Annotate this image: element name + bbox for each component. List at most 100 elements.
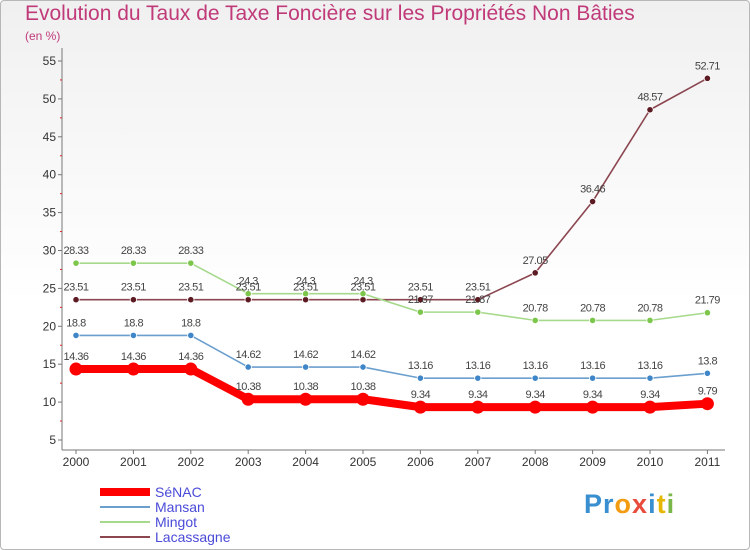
logo-letter: r	[603, 489, 615, 519]
data-point	[359, 363, 367, 371]
data-label: 13.16	[523, 360, 548, 372]
data-label: 24.3	[296, 276, 316, 288]
logo-letter: o	[614, 489, 633, 519]
y-tick-label: 30	[43, 244, 57, 258]
data-label: 21.87	[465, 294, 490, 306]
data-label: 21.79	[695, 295, 720, 307]
data-point	[643, 400, 657, 414]
data-point	[301, 296, 310, 304]
data-label: 13.16	[637, 360, 662, 372]
data-point	[474, 308, 482, 316]
data-point	[72, 331, 80, 339]
data-point	[187, 296, 195, 304]
y-tick-label: 55	[43, 54, 57, 68]
data-point	[586, 400, 600, 414]
data-label: 23.51	[465, 282, 490, 294]
data-label: 9.34	[411, 389, 431, 401]
data-label: 14.62	[350, 349, 375, 361]
data-point	[129, 259, 137, 267]
data-label: 9.34	[525, 389, 545, 401]
data-point	[416, 308, 424, 316]
x-tick-label: 2007	[464, 455, 491, 469]
x-tick-label: 2005	[350, 455, 377, 469]
data-point	[359, 290, 367, 298]
data-point	[474, 296, 482, 304]
data-label: 20.78	[523, 302, 548, 314]
logo-letter: i	[648, 489, 657, 519]
data-label: 10.38	[236, 381, 261, 393]
data-label: 52.71	[695, 60, 720, 72]
data-label: 9.79	[698, 386, 718, 398]
data-point	[187, 331, 195, 339]
data-label: 28.33	[121, 245, 146, 257]
x-tick-label: 2001	[120, 455, 147, 469]
series-line-mansan	[76, 334, 708, 379]
data-point	[531, 374, 539, 382]
data-label: 10.38	[350, 381, 375, 393]
data-label: 18.8	[124, 317, 144, 329]
series-line-sénac	[76, 365, 708, 412]
data-point	[471, 400, 485, 414]
data-label: 27.05	[523, 255, 548, 267]
y-tick-label: 35	[43, 206, 57, 220]
x-tick-label: 2008	[522, 455, 549, 469]
data-label: 9.34	[468, 389, 488, 401]
y-tick-label: 40	[43, 168, 57, 182]
data-label: 36.46	[580, 184, 605, 196]
data-label: 23.51	[236, 282, 261, 294]
data-label: 13.16	[580, 360, 605, 372]
y-tick-label: 25	[43, 281, 57, 295]
legend-label: Lacassagne	[155, 529, 231, 545]
y-tick-label: 50	[43, 92, 57, 106]
data-point	[72, 259, 80, 267]
x-tick-label: 2004	[292, 455, 319, 469]
data-point	[244, 296, 252, 304]
logo-letter: P	[584, 489, 604, 519]
data-point	[703, 74, 712, 82]
legend-label: SéNAC	[155, 484, 202, 500]
data-point	[646, 316, 654, 324]
data-label: 14.62	[293, 349, 318, 361]
data-point	[588, 316, 597, 324]
data-point	[241, 392, 255, 406]
data-label: 24.3	[353, 276, 373, 288]
data-label: 23.51	[63, 282, 88, 294]
chart-subtitle: (en %)	[25, 29, 61, 43]
data-point	[413, 400, 427, 414]
data-point	[69, 362, 83, 376]
data-label: 10.38	[293, 381, 318, 393]
data-point	[187, 259, 195, 267]
data-point	[299, 392, 313, 406]
data-label: 14.36	[178, 351, 203, 363]
x-tick-label: 2010	[637, 455, 664, 469]
data-point	[244, 363, 252, 371]
data-point	[359, 296, 367, 304]
y-tick-label: 45	[43, 130, 57, 144]
x-tick-label: 2011	[694, 455, 720, 469]
x-tick-label: 2002	[177, 455, 204, 469]
series-line-lacassagne	[76, 77, 708, 301]
data-point	[703, 369, 712, 377]
data-label: 18.8	[66, 317, 86, 329]
data-label: 14.62	[236, 349, 261, 361]
data-label: 20.78	[637, 302, 662, 314]
chart-title: Evolution du Taux de Taxe Foncière sur l…	[25, 2, 635, 25]
logo-letter: i	[666, 489, 676, 519]
x-tick-label: 2000	[63, 455, 90, 469]
data-point	[126, 362, 140, 376]
data-label: 20.78	[580, 302, 605, 314]
data-label: 23.51	[121, 282, 146, 294]
data-label: 23.51	[293, 282, 318, 294]
data-point	[301, 363, 310, 371]
data-point	[356, 392, 370, 406]
logo-letter: x	[632, 489, 649, 519]
data-label: 13.8	[698, 355, 718, 367]
data-point	[72, 296, 80, 304]
data-point	[301, 290, 310, 298]
data-point	[588, 197, 597, 206]
data-label: 23.51	[408, 282, 433, 294]
y-tick-label: 5	[49, 433, 56, 447]
y-tick-label: 10	[43, 395, 57, 409]
